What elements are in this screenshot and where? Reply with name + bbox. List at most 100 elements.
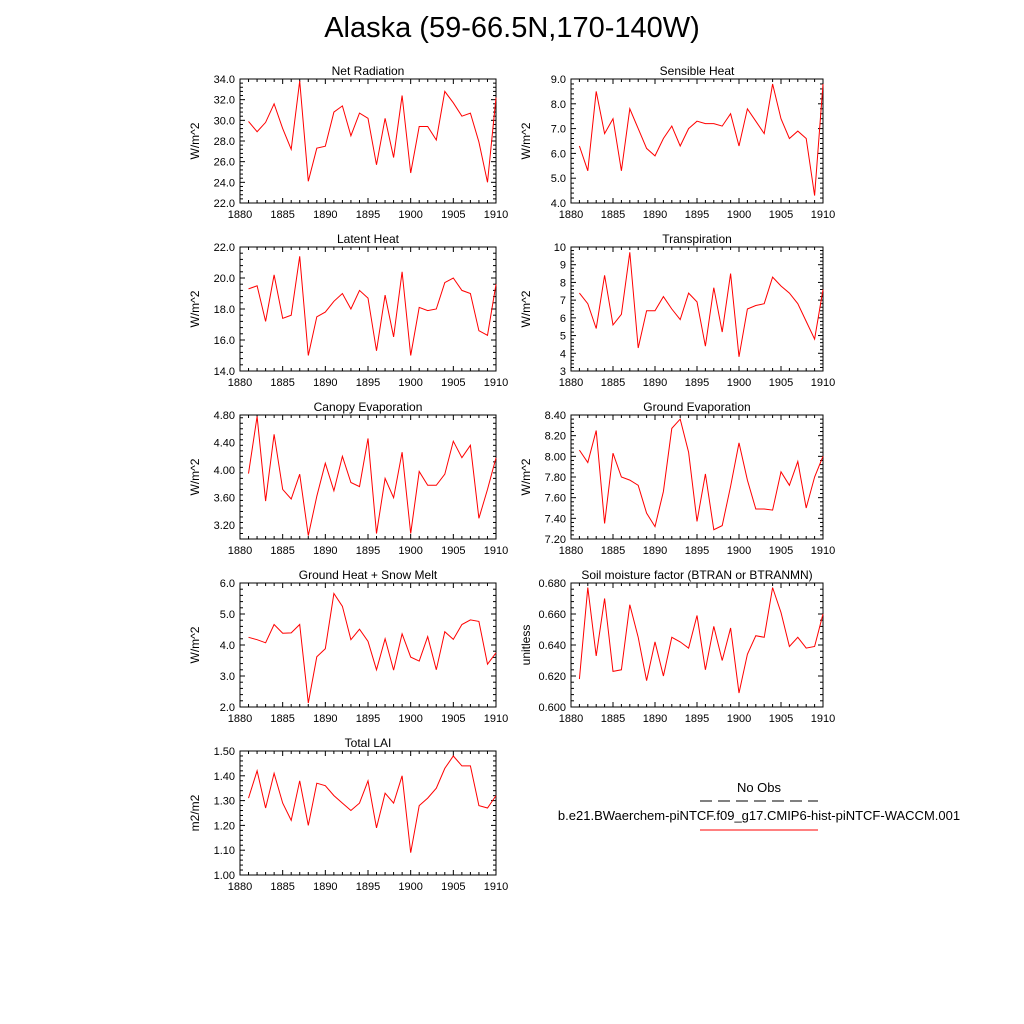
y-tick-label: 22.0 xyxy=(214,198,235,210)
x-tick-label: 1910 xyxy=(484,209,508,221)
x-tick-label: 1880 xyxy=(228,713,252,725)
y-tick-label: 30.0 xyxy=(214,115,235,127)
x-tick-label: 1885 xyxy=(270,377,294,389)
y-axis-label: m2/m2 xyxy=(188,794,202,831)
y-tick-label: 8.20 xyxy=(545,431,566,443)
series-line xyxy=(578,587,824,694)
y-axis-label: W/m^2 xyxy=(519,458,533,495)
y-tick-label: 0.660 xyxy=(538,609,566,621)
series-line xyxy=(248,256,497,356)
x-tick-label: 1885 xyxy=(270,209,294,221)
x-tick-label: 1910 xyxy=(811,545,835,557)
x-tick-label: 1880 xyxy=(228,209,252,221)
plot-frame xyxy=(239,414,497,540)
y-tick-label: 22.0 xyxy=(214,242,235,254)
x-tick-label: 1900 xyxy=(727,713,751,725)
x-tick-label: 1900 xyxy=(398,209,422,221)
x-tick-label: 1905 xyxy=(769,545,793,557)
y-tick-label: 0.620 xyxy=(538,671,566,683)
x-tick-label: 1895 xyxy=(685,713,709,725)
x-tick-label: 1905 xyxy=(441,713,465,725)
x-tick-label: 1900 xyxy=(727,545,751,557)
y-tick-label: 20.0 xyxy=(214,273,235,285)
x-tick-label: 1910 xyxy=(811,377,835,389)
series-line xyxy=(578,418,824,531)
plot-frame xyxy=(570,582,824,708)
x-tick-label: 1900 xyxy=(398,545,422,557)
series-line xyxy=(248,416,497,536)
x-tick-label: 1885 xyxy=(270,881,294,893)
x-tick-label: 1885 xyxy=(601,209,625,221)
panel-4: 1880 1885 1890 1895 1900 1905 1910 3.20 3.60 4.00… xyxy=(188,400,508,557)
x-tick-label: 1885 xyxy=(601,545,625,557)
x-tick-label: 1890 xyxy=(313,209,337,221)
y-tick-label: 4.0 xyxy=(551,198,566,210)
x-tick-label: 1900 xyxy=(398,881,422,893)
y-axis-label: unitless xyxy=(519,625,533,666)
y-tick-label: 7.20 xyxy=(545,534,566,546)
panel-5: 1880 1885 1890 1895 1900 1905 1910 7.20 7.40 7.60… xyxy=(519,400,835,557)
x-tick-label: 1910 xyxy=(484,545,508,557)
y-tick-label: 3 xyxy=(560,366,566,378)
panel-title: Net Radiation xyxy=(332,64,405,78)
y-tick-label: 7 xyxy=(560,295,566,307)
y-tick-label: 9 xyxy=(560,260,566,272)
x-tick-label: 1880 xyxy=(559,209,583,221)
x-tick-label: 1895 xyxy=(685,209,709,221)
y-tick-label: 3.0 xyxy=(220,671,235,683)
x-tick-label: 1885 xyxy=(601,377,625,389)
panel-title: Canopy Evaporation xyxy=(314,400,423,414)
x-tick-label: 1885 xyxy=(270,713,294,725)
panel-title: Ground Heat + Snow Melt xyxy=(299,568,438,582)
x-tick-label: 1890 xyxy=(313,713,337,725)
plot-frame xyxy=(570,246,824,372)
panel-title: Total LAI xyxy=(345,736,392,750)
x-tick-label: 1880 xyxy=(228,545,252,557)
y-tick-label: 16.0 xyxy=(214,335,235,347)
x-tick-label: 1900 xyxy=(398,713,422,725)
y-tick-label: 4.00 xyxy=(214,465,235,477)
x-tick-label: 1910 xyxy=(811,209,835,221)
y-tick-label: 6 xyxy=(560,313,566,325)
y-tick-label: 0.640 xyxy=(538,640,566,652)
x-tick-label: 1890 xyxy=(643,377,667,389)
y-tick-label: 28.0 xyxy=(214,136,235,148)
y-tick-label: 8.40 xyxy=(545,410,566,422)
panel-7: 1880 1885 1890 1895 1900 1905 1910 0.600 0.620 0.… xyxy=(519,568,835,725)
x-tick-label: 1895 xyxy=(685,545,709,557)
y-tick-label: 1.30 xyxy=(214,796,235,808)
legend-obs-label: No Obs xyxy=(737,780,782,795)
y-tick-label: 8.0 xyxy=(551,99,566,111)
plot-frame xyxy=(570,78,824,204)
y-tick-label: 2.0 xyxy=(220,702,235,714)
x-tick-label: 1890 xyxy=(313,545,337,557)
x-tick-label: 1885 xyxy=(601,713,625,725)
x-tick-label: 1895 xyxy=(685,377,709,389)
plot-frame xyxy=(239,750,497,876)
y-tick-label: 14.0 xyxy=(214,366,235,378)
y-tick-label: 4.40 xyxy=(214,438,235,450)
y-tick-label: 3.60 xyxy=(214,493,235,505)
y-tick-label: 1.20 xyxy=(214,820,235,832)
x-tick-label: 1905 xyxy=(441,881,465,893)
panel-3: 1880 1885 1890 1895 1900 1905 1910 3 4 5 6 7 8 9 10 W/m… xyxy=(519,232,835,389)
x-tick-label: 1905 xyxy=(441,545,465,557)
y-axis-label: W/m^2 xyxy=(519,290,533,327)
y-tick-label: 7.80 xyxy=(545,472,566,484)
y-tick-label: 26.0 xyxy=(214,157,235,169)
x-tick-label: 1910 xyxy=(484,377,508,389)
y-axis-label: W/m^2 xyxy=(188,290,202,327)
legend-model-label: b.e21.BWaerchem-piNTCF.f09_g17.CMIP6-his… xyxy=(558,808,960,823)
y-tick-label: 24.0 xyxy=(214,177,235,189)
plot-frame xyxy=(239,78,497,204)
x-tick-label: 1895 xyxy=(356,209,380,221)
y-tick-label: 5 xyxy=(560,331,566,343)
x-tick-label: 1890 xyxy=(643,713,667,725)
x-tick-label: 1905 xyxy=(441,377,465,389)
x-tick-label: 1880 xyxy=(559,545,583,557)
x-tick-label: 1900 xyxy=(727,209,751,221)
x-tick-label: 1895 xyxy=(356,545,380,557)
panel-title: Soil moisture factor (BTRAN or BTRANMN) xyxy=(581,568,812,582)
x-tick-label: 1910 xyxy=(811,713,835,725)
series-line xyxy=(248,755,497,853)
